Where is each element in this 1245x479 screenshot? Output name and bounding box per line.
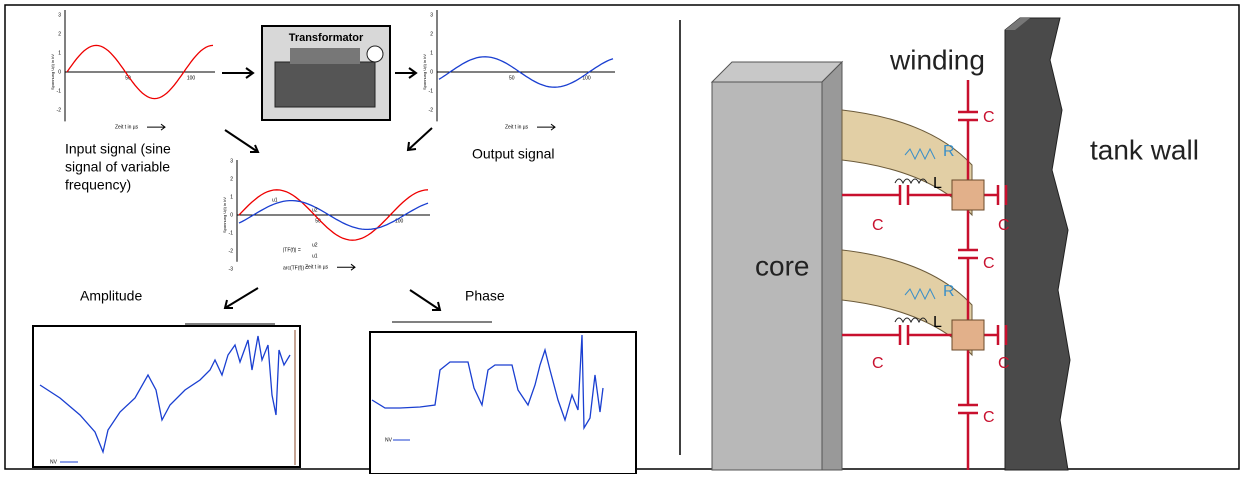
axis-arrow — [537, 124, 555, 130]
inductor-symbol — [895, 179, 927, 183]
y-tick-label: 1 — [430, 50, 433, 56]
y-tick-label: 0 — [230, 212, 233, 218]
inductor-label: L — [933, 175, 942, 192]
capacitor-label: C — [998, 355, 1010, 372]
winding-label: winding — [889, 44, 985, 75]
tank-wall-label: tank wall — [1090, 134, 1199, 165]
capacitor-label: C — [983, 109, 995, 126]
core-label: core — [755, 250, 809, 281]
node-box — [952, 180, 984, 210]
legend: NV — [50, 459, 58, 465]
y-tick-label: -1 — [57, 88, 62, 94]
y-tick-label: 0 — [430, 69, 433, 75]
inductor-label: L — [933, 314, 942, 331]
y-tick-label: 3 — [230, 158, 233, 164]
y-tick-label: -1 — [229, 230, 234, 236]
capacitor-label: C — [983, 255, 995, 272]
u-label: u2 — [312, 207, 318, 213]
x-tick-label: 50 — [509, 75, 515, 81]
y-tick-label: 2 — [230, 176, 233, 182]
figure: Transformator Input signal (sine signal … — [0, 0, 1245, 474]
core-side — [822, 62, 842, 470]
y-tick-label: 1 — [230, 194, 233, 200]
y-axis-label: Spannung U(t) in kV — [50, 54, 55, 90]
transformer-conservator — [367, 46, 383, 62]
y-tick-label: -3 — [229, 266, 234, 272]
formula: arc(TF(f)) = — [283, 265, 308, 271]
capacitor-label: C — [872, 217, 884, 234]
y-tick-label: 2 — [430, 31, 433, 37]
transformer-top — [290, 48, 360, 64]
resistor-label: R — [943, 143, 955, 160]
input-label: frequency) — [65, 177, 131, 193]
phase-plot — [370, 332, 636, 474]
legend: NV — [385, 437, 393, 443]
transformer-body — [275, 62, 375, 107]
y-axis-label: Spannung U(t) in kV — [422, 54, 427, 90]
y-tick-label: 0 — [58, 69, 61, 75]
u-label: u1 — [272, 197, 278, 203]
formula: u1 — [312, 253, 318, 259]
y-tick-label: -2 — [229, 248, 234, 254]
amplitude-label: Amplitude — [80, 288, 142, 304]
x-tick-label: 100 — [187, 75, 196, 81]
output-label: Output signal — [472, 146, 555, 162]
axis-arrow — [147, 124, 165, 130]
input-label: Input signal (sine — [65, 141, 171, 157]
y-tick-label: -2 — [57, 107, 62, 113]
capacitor-label: C — [983, 409, 995, 426]
transformer-label: Transformator — [289, 32, 364, 44]
core-top — [712, 62, 842, 82]
y-tick-label: 1 — [58, 50, 61, 56]
phase-label: Phase — [465, 288, 505, 304]
resistor-label: R — [943, 283, 955, 300]
formula: |TF(f)| = — [283, 247, 301, 253]
formula: u2 — [312, 242, 318, 248]
capacitor-label: C — [872, 355, 884, 372]
page: {"left": { "transformer": "Transformator… — [0, 0, 1245, 474]
x-axis-label: Zeit t in µs — [505, 124, 529, 130]
y-tick-label: -1 — [429, 88, 434, 94]
y-tick-label: 3 — [58, 12, 61, 18]
capacitor-label: C — [998, 217, 1010, 234]
x-axis-label: Zeit t in µs — [115, 124, 139, 130]
y-tick-label: -2 — [429, 107, 434, 113]
input-label: signal of variable — [65, 159, 170, 175]
y-tick-label: 2 — [58, 31, 61, 37]
axis-arrow — [337, 264, 355, 270]
tank-wall — [1005, 18, 1070, 470]
x-axis-label: Zeit t in µs — [305, 265, 329, 271]
node-box — [952, 320, 984, 350]
y-tick-label: 3 — [430, 12, 433, 18]
y-axis-label: Spannung U(t) in kV — [222, 197, 227, 233]
